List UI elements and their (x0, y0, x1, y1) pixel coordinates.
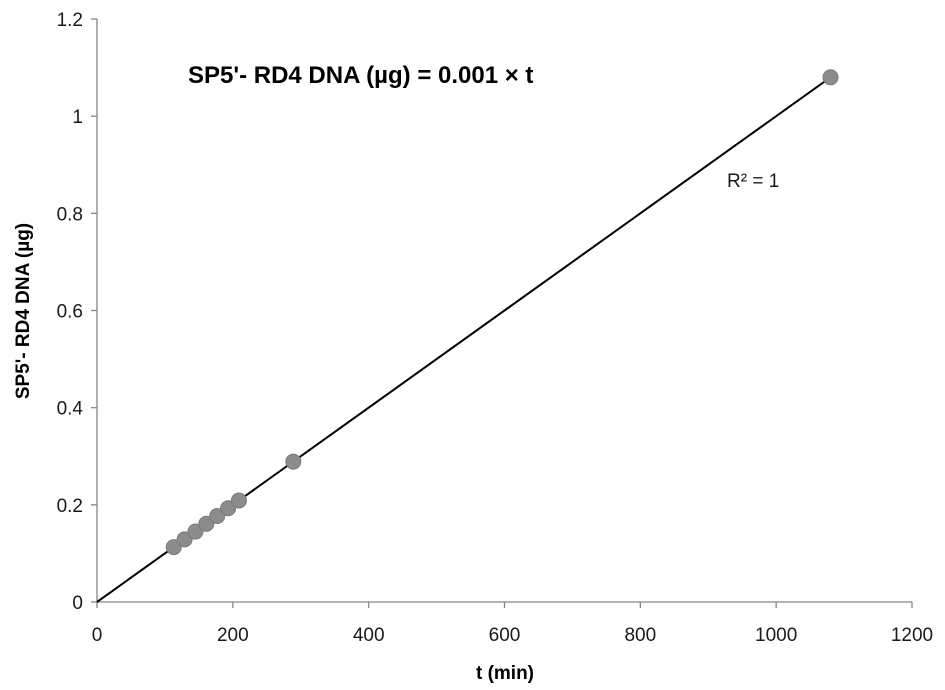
y-tick-label: 1.2 (57, 10, 83, 31)
y-axis-title: SP5'- RD4 DNA (µg) (13, 223, 34, 399)
y-tick-label: 0.8 (57, 204, 83, 225)
x-tick-label: 400 (353, 625, 385, 646)
x-tick-label: 200 (217, 625, 249, 646)
ticks: 0 200 400 600 800 1000 1200 0 0.2 0.4 0.6 0.8 1 1.2 (57, 10, 934, 646)
data-point (285, 453, 302, 470)
equation-annotation: SP5'- RD4 DNA (µg) = 0.001 × t (188, 62, 533, 89)
data-points (165, 69, 839, 556)
x-axis-title: t (min) (476, 663, 534, 684)
data-point (198, 515, 215, 532)
data-point (176, 531, 193, 548)
y-tick-label: 0.6 (57, 302, 83, 323)
x-tick-label: 1000 (755, 625, 797, 646)
data-point (230, 492, 247, 509)
x-tick-label: 600 (489, 625, 521, 646)
x-tick-label: 800 (624, 625, 656, 646)
x-tick-label: 1200 (891, 625, 933, 646)
x-tick-label: 0 (92, 625, 103, 646)
y-tick-label: 1 (72, 107, 83, 128)
data-point (209, 508, 226, 525)
y-tick-label: 0.2 (57, 496, 83, 517)
r-squared-annotation: R² = 1 (727, 171, 779, 192)
y-tick-label: 0.4 (57, 399, 84, 420)
data-point (187, 523, 204, 540)
y-tick-label: 0 (72, 593, 83, 614)
data-point (165, 539, 182, 556)
data-point (822, 69, 839, 86)
data-point (220, 500, 237, 517)
